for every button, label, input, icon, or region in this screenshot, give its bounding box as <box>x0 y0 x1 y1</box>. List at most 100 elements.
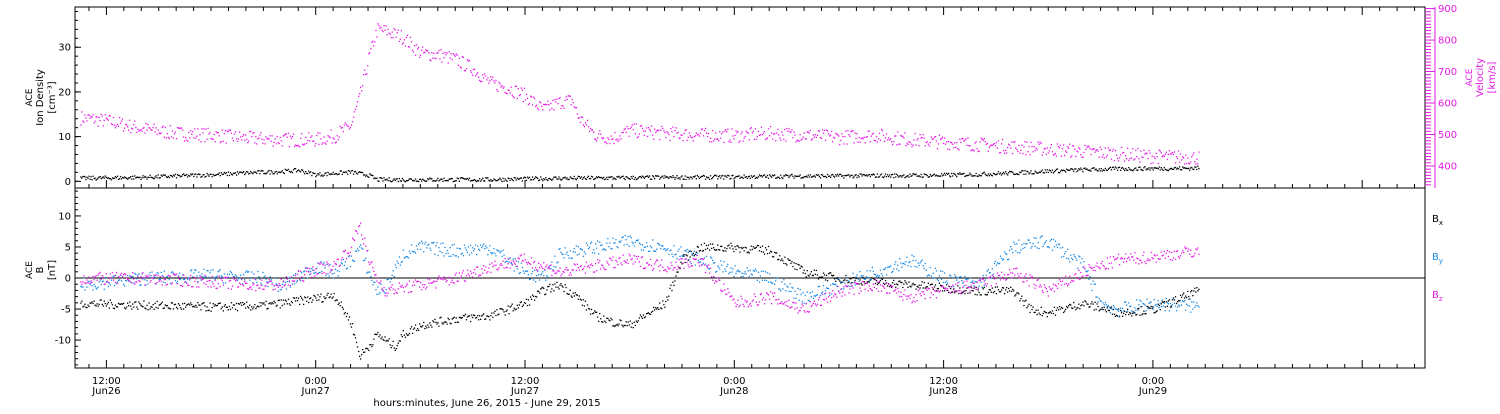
by-series-point <box>920 262 921 263</box>
by-series-point <box>564 257 565 258</box>
by-series-point <box>910 266 911 267</box>
by-series-point <box>144 279 145 280</box>
velocity-series-point <box>553 109 554 110</box>
bx-series-point <box>421 326 422 327</box>
by-series-point <box>963 285 964 286</box>
by-series-point <box>207 270 208 271</box>
bz-series-point <box>233 277 234 278</box>
density-series-point <box>181 176 182 177</box>
density-series-point <box>1123 168 1124 169</box>
bz-series-point <box>290 285 291 286</box>
by-series-point <box>1162 300 1163 301</box>
bz-series-point <box>383 287 384 288</box>
bx-series-point <box>743 247 744 248</box>
bz-series-point <box>517 266 518 267</box>
bz-series-point <box>441 277 442 278</box>
density-series-point <box>452 178 453 179</box>
bz-series-point <box>375 274 376 275</box>
by-series-point <box>167 276 168 277</box>
bx-series-point <box>204 305 205 306</box>
bx-series-point <box>400 340 401 341</box>
velocity-series-point <box>728 141 729 142</box>
by-series-point <box>433 242 434 243</box>
velocity-series-point <box>449 51 450 52</box>
velocity-series-point <box>801 140 802 141</box>
density-series-point <box>757 177 758 178</box>
by-series-point <box>282 284 283 285</box>
by-series-point <box>213 269 214 270</box>
velocity-series-point <box>534 98 535 99</box>
bx-series-point <box>264 304 265 305</box>
by-series-point <box>988 269 989 270</box>
bx-series-point <box>390 344 391 345</box>
velocity-series-point <box>223 141 224 142</box>
legend-entry: By <box>1432 252 1443 265</box>
by-series-point <box>351 256 352 257</box>
velocity-series-point <box>484 73 485 74</box>
velocity-series-point <box>398 30 399 31</box>
velocity-series-point <box>1161 152 1162 153</box>
velocity-series-point <box>946 141 947 142</box>
velocity-series-point <box>1173 154 1174 155</box>
bz-series-point <box>399 282 400 283</box>
bz-series-point <box>409 281 410 282</box>
velocity-series-point <box>1150 163 1151 164</box>
density-series-point <box>352 170 353 171</box>
velocity-series-point <box>1055 153 1056 154</box>
by-series-point <box>896 268 897 269</box>
velocity-series-point <box>645 131 646 132</box>
velocity-series-point <box>192 131 193 132</box>
velocity-series-point <box>1185 155 1186 156</box>
velocity-series-point <box>101 114 102 115</box>
velocity-series-point <box>485 75 486 76</box>
bz-series-point <box>295 275 296 276</box>
bx-series-point <box>1107 306 1108 307</box>
bz-series-point <box>356 231 357 232</box>
by-series-point <box>481 247 482 248</box>
bx-series-point <box>424 328 425 329</box>
velocity-series-point <box>629 136 630 137</box>
bx-series-point <box>98 306 99 307</box>
by-series-point <box>729 272 730 273</box>
velocity-series-point <box>1132 148 1133 149</box>
by-series-point <box>400 265 401 266</box>
by-series-point <box>514 270 515 271</box>
by-series-point <box>380 284 381 285</box>
by-series-point <box>866 277 867 278</box>
bx-series-point <box>1194 288 1195 289</box>
by-series-point <box>249 280 250 281</box>
by-series-point <box>304 271 305 272</box>
bx-series-point <box>984 287 985 288</box>
velocity-series-point <box>752 132 753 133</box>
velocity-series-point <box>1078 147 1079 148</box>
density-series-point <box>1044 172 1045 173</box>
by-series-point <box>763 271 764 272</box>
density-series-point <box>1101 168 1102 169</box>
by-series-point <box>698 260 699 261</box>
velocity-series-point <box>997 148 998 149</box>
velocity-series-point <box>130 132 131 133</box>
velocity-series-point <box>116 125 117 126</box>
bz-series-point <box>364 238 365 239</box>
bx-series-point <box>367 348 368 349</box>
bz-series-point <box>212 276 213 277</box>
bz-series-point <box>267 282 268 283</box>
density-series-point <box>478 180 479 181</box>
velocity-series-point <box>712 130 713 131</box>
velocity-series-point <box>334 138 335 139</box>
by-series-point <box>429 248 430 249</box>
bx-series-point <box>1180 295 1181 296</box>
velocity-series-point <box>910 144 911 145</box>
bz-series-point <box>221 278 222 279</box>
density-series-point <box>1110 167 1111 168</box>
by-series-point <box>1099 298 1100 299</box>
bx-series-point <box>505 314 506 315</box>
bz-series-point <box>421 289 422 290</box>
bx-series-point <box>232 307 233 308</box>
velocity-series-point <box>758 131 759 132</box>
by-series-point <box>184 279 185 280</box>
by-series-point <box>430 250 431 251</box>
velocity-series-point <box>1002 139 1003 140</box>
velocity-series-point <box>531 96 532 97</box>
by-series-point <box>333 277 334 278</box>
